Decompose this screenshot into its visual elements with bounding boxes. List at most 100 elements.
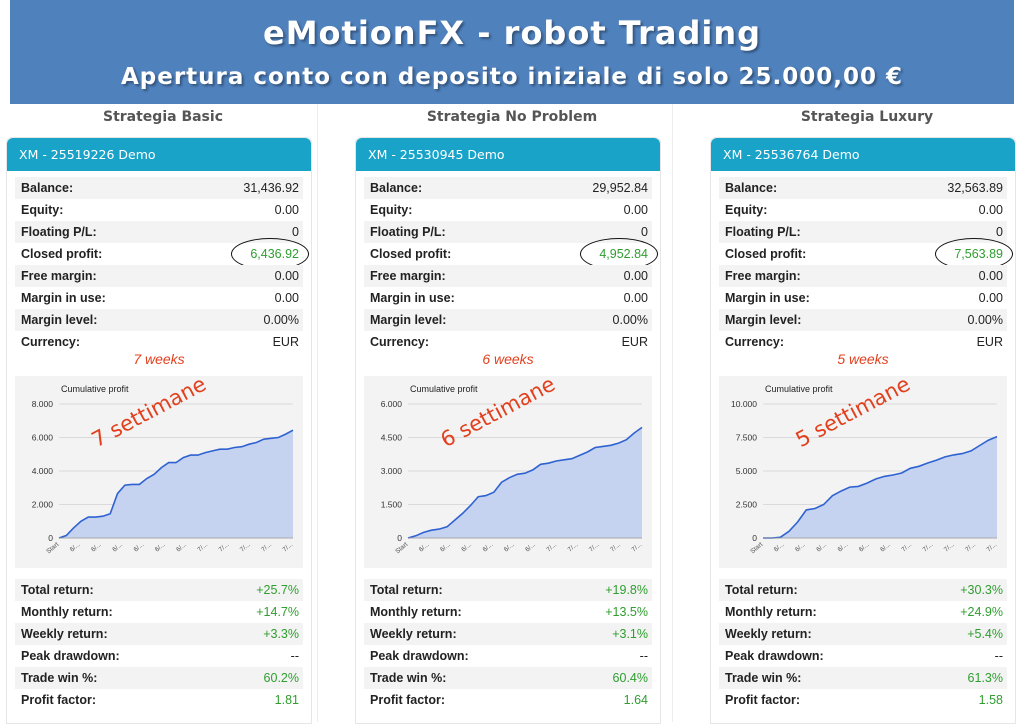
margin-level-label: Margin level: [725,313,802,327]
floating-row: Floating P/L: 0 [364,221,652,243]
trade-win-row: Trade win %: 60.4% [364,667,652,689]
peak-drawdown-label: Peak drawdown: [725,649,824,663]
weekly-return-row: Weekly return: +3.1% [364,623,652,645]
balance-label: Balance: [725,181,778,195]
peak-drawdown-value: -- [639,649,648,663]
monthly-return-value: +24.9% [960,605,1003,619]
peak-drawdown-row: Peak drawdown: -- [364,645,652,667]
monthly-return-value: +13.5% [605,605,648,619]
profit-line [58,429,294,539]
margin-level-row: Margin level: 0.00% [364,309,652,331]
x-tick-label: 6/... [460,541,473,553]
return-stats: Total return: +19.8% Monthly return: +13.5… [364,579,652,711]
x-tick-label: 6/... [837,541,850,553]
free-margin-label: Free margin: [725,269,801,283]
trade-win-row: Trade win %: 61.3% [719,667,1007,689]
margin-in-use-value: 0.00 [274,291,299,305]
x-tick-label: 7/... [964,541,977,553]
profit-factor-row: Profit factor: 1.64 [364,689,652,711]
y-tick-label: 5.000 [736,466,758,476]
floating-label: Floating P/L: [725,225,801,239]
margin-in-use-label: Margin in use: [21,291,106,305]
banner-title: eMotionFX - robot Trading [263,14,761,52]
strategy-column: Strategia Luxury XM - 25536764 Demo Bala… [707,104,1024,724]
margin-in-use-row: Margin in use: 0.00 [719,287,1007,309]
x-tick-label: 7/... [922,541,935,553]
closed-profit-label: Closed profit: [725,247,807,261]
closed-profit-label: Closed profit: [370,247,452,261]
weeks-annotation: 7 weeks [133,351,185,367]
return-stats: Total return: +30.3% Monthly return: +24.9… [719,579,1007,711]
chart-svg: Cumulative profit 0 1.500 3.000 4.500 6.000 St… [381,384,644,555]
profit-factor-row: Profit factor: 1.81 [15,689,303,711]
x-tick-label: 6/... [815,541,828,553]
free-margin-label: Free margin: [21,269,97,283]
floating-value: 0 [641,225,648,239]
floating-row: Floating P/L: 0 [15,221,303,243]
y-tick-label: 4.500 [381,433,403,443]
x-tick-label: 6/... [418,541,431,553]
profit-line [763,435,998,539]
profit-factor-label: Profit factor: [370,693,445,707]
x-tick-label: 6/... [439,541,452,553]
free-margin-value: 0.00 [274,269,299,283]
equity-row: Equity: 0.00 [364,199,652,221]
account-header[interactable]: XM - 25519226 Demo [7,138,311,171]
weeks-annotation: 5 weeks [837,351,889,367]
y-tick-label: 0 [397,533,402,543]
closed-profit-row: Closed profit: 4,952.84 [364,238,658,270]
x-tick-label: 7/... [630,541,643,553]
y-tick-label: 1.500 [381,500,403,510]
x-tick-label: 7/... [588,541,601,553]
x-tick-label: 7/... [567,541,580,553]
floating-label: Floating P/L: [21,225,97,239]
margin-in-use-value: 0.00 [978,291,1003,305]
margin-level-label: Margin level: [21,313,98,327]
peak-drawdown-row: Peak drawdown: -- [15,645,303,667]
column-divider [317,104,318,722]
monthly-return-label: Monthly return: [370,605,462,619]
trade-win-label: Trade win %: [725,671,802,685]
profit-factor-label: Profit factor: [21,693,96,707]
free-margin-label: Free margin: [370,269,446,283]
strategy-name: Strategia Basic [102,109,223,125]
strategy-name: Strategia No Problem [426,109,598,125]
return-stats: Total return: +25.7% Monthly return: +14.7… [15,579,303,711]
equity-label: Equity: [370,203,413,217]
trade-win-label: Trade win %: [370,671,447,685]
x-tick-label: 7/... [260,541,273,553]
monthly-return-label: Monthly return: [725,605,817,619]
x-tick-label: 6/... [69,541,82,553]
profit-area [59,430,293,538]
banner: eMotionFX - robot Trading Apertura conto… [10,0,1014,104]
weekly-return-row: Weekly return: +5.4% [719,623,1007,645]
y-tick-label: 0 [752,533,757,543]
account-header[interactable]: XM - 25536764 Demo [711,138,1015,171]
weekly-return-value: +3.3% [263,627,299,641]
y-tick-label: 7.500 [736,433,758,443]
total-return-value: +25.7% [256,583,299,597]
peak-drawdown-value: -- [290,649,299,663]
profit-factor-row: Profit factor: 1.58 [719,689,1007,711]
monthly-return-row: Monthly return: +13.5% [364,601,652,623]
profit-line [407,426,643,539]
free-margin-row: Free margin: 0.00 [15,265,303,287]
weekly-return-row: Weekly return: +3.3% [15,623,303,645]
currency-value: EUR [621,335,648,349]
balance-row: Balance: 31,436.92 [15,177,303,199]
profit-area [763,436,997,538]
margin-in-use-row: Margin in use: 0.00 [364,287,652,309]
x-tick-label: 7/... [900,541,913,553]
y-tick-label: 4.000 [32,466,54,476]
monthly-return-row: Monthly return: +14.7% [15,601,303,623]
weekly-return-value: +3.1% [612,627,648,641]
y-tick-label: 0 [48,533,53,543]
account-header[interactable]: XM - 25530945 Demo [356,138,660,171]
equity-row: Equity: 0.00 [719,199,1007,221]
x-tick-label: 6/... [879,541,892,553]
y-tick-label: 2.500 [736,500,758,510]
currency-row: Currency: EUR [719,331,1007,353]
floating-label: Floating P/L: [370,225,446,239]
margin-level-value: 0.00% [967,313,1003,327]
x-tick-label: 6/... [524,541,537,553]
